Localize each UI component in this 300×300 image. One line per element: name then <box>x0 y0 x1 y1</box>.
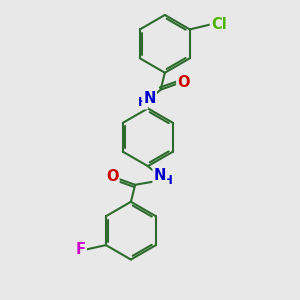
Text: Cl: Cl <box>211 17 226 32</box>
Text: F: F <box>76 242 86 257</box>
Text: N: N <box>154 168 166 183</box>
Text: H: H <box>137 95 147 109</box>
Text: N: N <box>143 91 156 106</box>
Text: H: H <box>163 174 172 187</box>
Text: O: O <box>177 75 190 90</box>
Text: O: O <box>106 169 118 184</box>
